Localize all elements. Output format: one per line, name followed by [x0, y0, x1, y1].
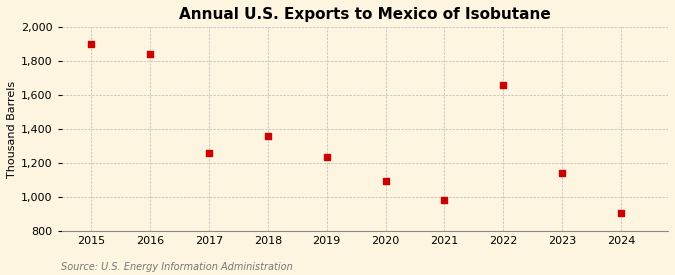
Point: [144, 52, 155, 57]
Point: [204, 151, 215, 155]
Point: [263, 134, 273, 138]
Point: [498, 83, 509, 87]
Text: Source: U.S. Energy Information Administration: Source: U.S. Energy Information Administ…: [61, 262, 292, 272]
Point: [321, 155, 332, 160]
Point: [439, 197, 450, 202]
Point: [616, 210, 626, 215]
Point: [86, 42, 97, 46]
Y-axis label: Thousand Barrels: Thousand Barrels: [7, 81, 17, 178]
Point: [380, 179, 391, 183]
Title: Annual U.S. Exports to Mexico of Isobutane: Annual U.S. Exports to Mexico of Isobuta…: [179, 7, 551, 22]
Point: [557, 171, 568, 176]
